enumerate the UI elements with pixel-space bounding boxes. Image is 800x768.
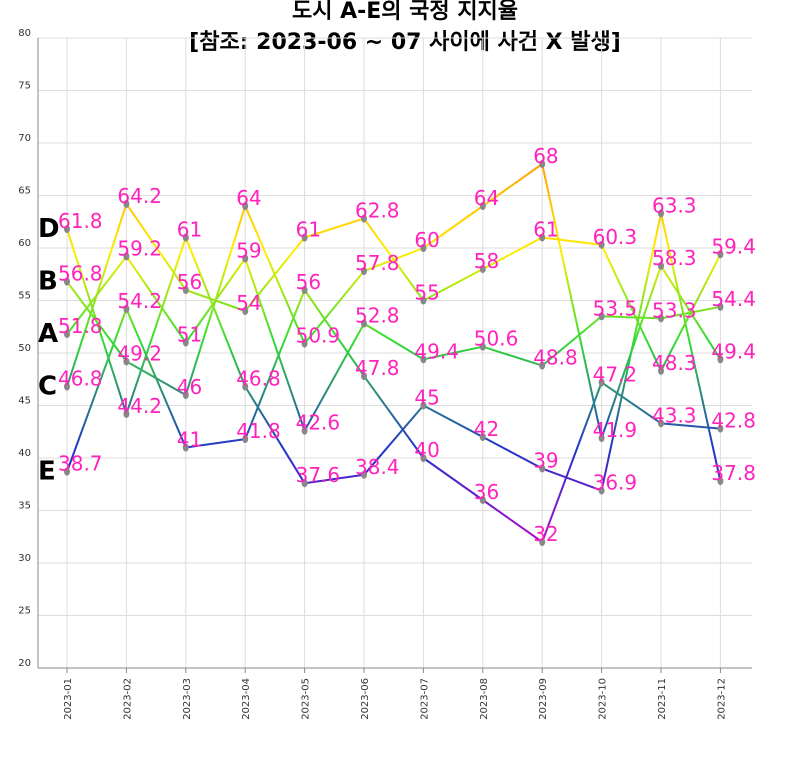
data-label: 37.8 bbox=[711, 461, 756, 485]
x-tick-label: 2023-09 bbox=[538, 678, 549, 720]
data-label: 45 bbox=[414, 386, 439, 410]
y-tick-label: 30 bbox=[18, 553, 31, 564]
data-label: 41.9 bbox=[593, 418, 638, 442]
y-tick-label: 65 bbox=[18, 186, 31, 197]
x-tick-label: 2023-06 bbox=[360, 678, 371, 720]
series-name-label: D bbox=[38, 214, 60, 244]
series-name-label: B bbox=[38, 267, 58, 297]
data-label: 37.6 bbox=[296, 463, 341, 487]
data-label: 54 bbox=[236, 291, 261, 315]
y-tick-label: 40 bbox=[18, 448, 31, 459]
series-line-a bbox=[67, 256, 720, 430]
y-tick-label: 50 bbox=[18, 343, 31, 354]
series-name-label: E bbox=[38, 457, 56, 487]
data-label: 39 bbox=[533, 449, 558, 473]
data-label: 63.3 bbox=[652, 193, 697, 217]
x-tick-label: 2023-07 bbox=[419, 678, 430, 720]
data-label: 56.8 bbox=[58, 262, 103, 286]
data-label: 32 bbox=[533, 522, 558, 546]
data-label: 58 bbox=[474, 249, 499, 273]
y-tick-label: 80 bbox=[18, 28, 31, 39]
data-label: 42.6 bbox=[296, 411, 341, 435]
data-label: 64 bbox=[474, 186, 499, 210]
x-tick-label: 2023-10 bbox=[598, 678, 609, 720]
data-label: 47.2 bbox=[593, 362, 638, 386]
data-label: 57.8 bbox=[355, 251, 400, 275]
y-tick-label: 75 bbox=[18, 81, 31, 92]
data-label: 55 bbox=[414, 281, 439, 305]
y-tick-label: 25 bbox=[18, 606, 31, 617]
data-label: 38.4 bbox=[355, 455, 400, 479]
chart-title-line2: [참조: 2023-06 ~ 07 사이에 사건 X 발생] bbox=[189, 30, 621, 55]
x-tick-label: 2023-03 bbox=[182, 678, 193, 720]
y-tick-label: 35 bbox=[18, 501, 31, 512]
data-label: 61 bbox=[533, 218, 558, 242]
data-label: 48.3 bbox=[652, 351, 697, 375]
series-line-e bbox=[67, 290, 720, 542]
data-label: 53.3 bbox=[652, 298, 697, 322]
data-label: 61 bbox=[296, 218, 321, 242]
data-label: 46.8 bbox=[58, 367, 103, 391]
x-tick-label: 2023-02 bbox=[122, 678, 133, 720]
x-tick-label: 2023-08 bbox=[479, 678, 490, 720]
data-label: 38.7 bbox=[58, 452, 103, 476]
data-label: 59 bbox=[236, 239, 261, 263]
y-tick-label: 70 bbox=[18, 133, 31, 144]
data-label: 47.8 bbox=[355, 356, 400, 380]
data-label: 41 bbox=[177, 428, 202, 452]
data-label: 51.8 bbox=[58, 314, 103, 338]
data-label: 61 bbox=[177, 218, 202, 242]
data-label: 50.6 bbox=[474, 327, 519, 351]
series-name-label: A bbox=[38, 319, 58, 349]
data-label: 59.4 bbox=[711, 234, 756, 258]
data-label: 64 bbox=[236, 186, 261, 210]
data-label: 54.2 bbox=[117, 289, 162, 313]
data-label: 56 bbox=[177, 270, 202, 294]
data-label: 64.2 bbox=[117, 184, 162, 208]
data-label: 54.4 bbox=[711, 287, 756, 311]
data-label: 61.8 bbox=[58, 209, 103, 233]
data-label: 42.8 bbox=[711, 409, 756, 433]
x-tick-label: 2023-12 bbox=[716, 678, 727, 720]
data-label: 49.4 bbox=[711, 339, 756, 363]
data-label: 46.8 bbox=[236, 367, 281, 391]
data-label: 40 bbox=[414, 438, 439, 462]
data-label: 59.2 bbox=[117, 236, 162, 260]
data-label: 53.5 bbox=[593, 296, 638, 320]
x-tick-label: 2023-11 bbox=[657, 678, 668, 720]
data-label: 56 bbox=[296, 270, 321, 294]
y-tick-label: 55 bbox=[18, 291, 31, 302]
data-label: 50.9 bbox=[296, 324, 341, 348]
data-label: 52.8 bbox=[355, 304, 400, 328]
data-label: 49.4 bbox=[414, 339, 459, 363]
x-tick-label: 2023-05 bbox=[301, 678, 312, 720]
y-tick-label: 45 bbox=[18, 396, 31, 407]
x-tick-label: 2023-01 bbox=[63, 678, 74, 720]
data-label: 36 bbox=[474, 480, 499, 504]
data-label: 60.3 bbox=[593, 225, 638, 249]
chart-title-line1: 도시 A-E의 국정 지지율 bbox=[292, 0, 518, 24]
y-tick-label: 60 bbox=[18, 238, 31, 249]
data-label: 49.2 bbox=[117, 341, 162, 365]
data-label: 44.2 bbox=[117, 394, 162, 418]
data-label: 48.8 bbox=[533, 346, 578, 370]
series-name-label: C bbox=[38, 372, 57, 402]
data-label: 46 bbox=[177, 375, 202, 399]
data-label: 51 bbox=[177, 323, 202, 347]
data-label: 58.3 bbox=[652, 246, 697, 270]
x-tick-label: 2023-04 bbox=[241, 678, 252, 720]
data-label: 42 bbox=[474, 417, 499, 441]
data-label: 68 bbox=[533, 144, 558, 168]
data-label: 43.3 bbox=[652, 403, 697, 427]
data-label: 36.9 bbox=[593, 471, 638, 495]
data-label: 62.8 bbox=[355, 199, 400, 223]
y-tick-label: 20 bbox=[18, 658, 31, 669]
data-label: 41.8 bbox=[236, 419, 281, 443]
data-label: 60 bbox=[414, 228, 439, 252]
